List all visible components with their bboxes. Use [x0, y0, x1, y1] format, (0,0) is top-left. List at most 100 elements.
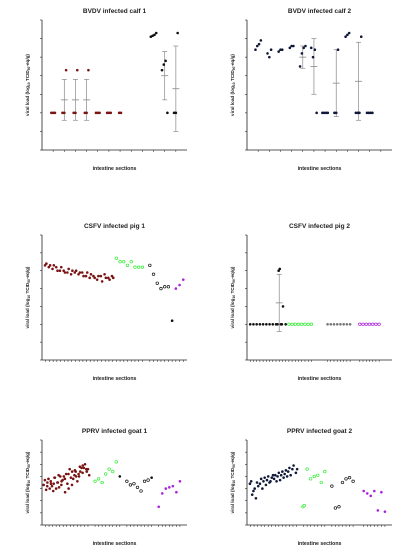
data-point — [309, 322, 314, 326]
data-point — [359, 35, 363, 39]
data-point — [287, 322, 291, 326]
data-point — [83, 462, 87, 466]
data-point — [278, 267, 282, 271]
data-point — [47, 265, 51, 269]
data-point — [137, 265, 141, 269]
data-point — [139, 489, 143, 493]
data-point — [85, 111, 88, 115]
data-point — [258, 482, 262, 486]
data-point — [74, 111, 77, 115]
y-axis-label: viral load (log10 TCID50-eq/g) — [25, 451, 31, 513]
data-point — [309, 477, 313, 481]
data-point — [47, 477, 50, 481]
data-point — [114, 256, 119, 260]
data-point — [313, 48, 317, 52]
data-point — [154, 31, 158, 35]
data-point — [358, 111, 361, 115]
data-point — [48, 264, 52, 267]
data-point — [117, 111, 121, 115]
data-point — [107, 467, 111, 471]
data-point — [132, 482, 136, 486]
data-point — [157, 505, 161, 509]
data-point — [95, 278, 99, 281]
x-axis-label: intestine sections — [298, 541, 342, 547]
data-point — [73, 271, 77, 274]
data-point — [93, 479, 97, 483]
data-point — [324, 111, 328, 115]
data-point — [56, 269, 59, 273]
data-point — [60, 483, 63, 487]
data-point — [332, 322, 336, 326]
data-point — [54, 265, 58, 269]
data-point — [333, 506, 338, 510]
data-point — [304, 44, 307, 48]
data-point — [268, 322, 271, 326]
data-point — [100, 280, 104, 283]
data-point — [150, 476, 153, 479]
chart-title: PPRV infected goat 2 — [287, 428, 353, 435]
chart-panel-2: BVDV infected calf 2 viral load (log10 TC… — [230, 8, 392, 172]
data-point — [309, 46, 313, 50]
data-point — [66, 271, 69, 274]
data-point — [96, 477, 101, 481]
data-point — [58, 269, 62, 273]
data-point — [300, 322, 304, 326]
data-point — [269, 48, 273, 52]
data-point — [142, 479, 147, 483]
data-point — [367, 322, 372, 326]
data-point — [321, 111, 324, 115]
data-point — [265, 478, 269, 482]
data-point — [270, 476, 274, 479]
data-point — [263, 476, 266, 479]
data-point — [53, 476, 57, 479]
data-point — [174, 111, 178, 115]
data-point — [285, 475, 289, 478]
data-point — [345, 322, 349, 326]
data-point — [73, 469, 77, 472]
data-point — [103, 272, 106, 276]
data-point — [46, 481, 49, 484]
data-point — [175, 490, 178, 494]
data-point — [53, 111, 57, 115]
chart-title: CSFV infected pig 1 — [84, 223, 145, 230]
data-point — [271, 473, 275, 477]
data-point — [135, 485, 140, 490]
data-point — [69, 476, 73, 479]
data-point — [97, 274, 100, 278]
data-point — [51, 489, 55, 493]
data-point — [358, 322, 362, 326]
x-axis-label: intestine sections — [298, 166, 342, 172]
y-axis-label: viral load (log10 TCID50-eq/g) — [25, 54, 31, 116]
data-point — [72, 111, 75, 115]
data-point — [365, 492, 369, 495]
data-point — [335, 322, 339, 326]
data-point — [262, 479, 265, 483]
data-point — [253, 487, 256, 490]
data-point — [371, 322, 375, 326]
data-point — [258, 322, 262, 326]
data-point — [129, 260, 133, 264]
data-point — [84, 274, 88, 278]
data-point — [128, 483, 133, 487]
data-point — [369, 111, 372, 115]
data-point — [106, 276, 110, 280]
data-point — [153, 33, 156, 37]
data-point — [100, 480, 104, 485]
data-point — [289, 473, 292, 477]
data-point — [49, 479, 53, 483]
data-point — [298, 65, 302, 68]
data-point — [340, 480, 345, 485]
data-point — [347, 475, 352, 480]
data-point — [82, 274, 85, 278]
data-point — [282, 476, 285, 479]
data-point — [376, 509, 380, 512]
data-point — [326, 111, 330, 115]
data-point — [104, 472, 108, 476]
data-point — [71, 269, 74, 273]
data-point — [303, 322, 307, 326]
data-point — [155, 281, 159, 285]
data-point — [76, 479, 79, 483]
data-point — [51, 267, 54, 271]
data-point — [354, 111, 358, 115]
